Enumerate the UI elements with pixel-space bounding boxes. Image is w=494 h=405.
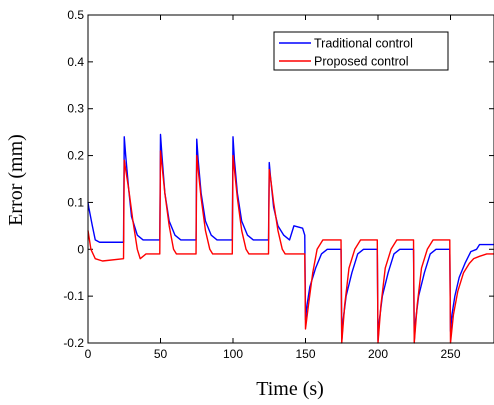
x-axis-label: Time (s)	[256, 378, 324, 400]
y-tick-label: 0.3	[67, 102, 84, 116]
legend-label-traditional: Traditional control	[314, 37, 413, 51]
x-tick-label: 250	[440, 347, 460, 361]
y-tick-label: 0	[77, 242, 84, 256]
plot-frame	[87, 14, 494, 344]
series-line-proposed	[87, 150, 494, 344]
y-tick-label: 0.2	[67, 149, 84, 163]
x-tick-label: 100	[223, 347, 243, 361]
y-tick-label: -0.2	[63, 336, 84, 350]
x-tick-label: 150	[295, 347, 315, 361]
legend: Traditional control Proposed control	[273, 31, 449, 71]
legend-label-proposed: Proposed control	[314, 55, 409, 69]
y-tick-label: 0.1	[67, 195, 84, 209]
x-tick-label: 200	[368, 347, 388, 361]
series-layer	[87, 133, 494, 344]
y-tick-label: 0.4	[67, 55, 84, 69]
legend-box	[273, 31, 449, 71]
x-tick-label: 50	[154, 347, 168, 361]
y-axis-label: Error (mm)	[5, 134, 27, 226]
y-tick-labels: -0.2 -0.1 0 0.1 0.2 0.3 0.4 0.5	[63, 8, 84, 350]
y-tick-label: -0.1	[63, 289, 84, 303]
x-tick-labels: 0 50 100 150 200 250	[85, 347, 461, 361]
y-tick-label: 0.5	[67, 8, 84, 22]
x-tick-label: 0	[85, 347, 92, 361]
